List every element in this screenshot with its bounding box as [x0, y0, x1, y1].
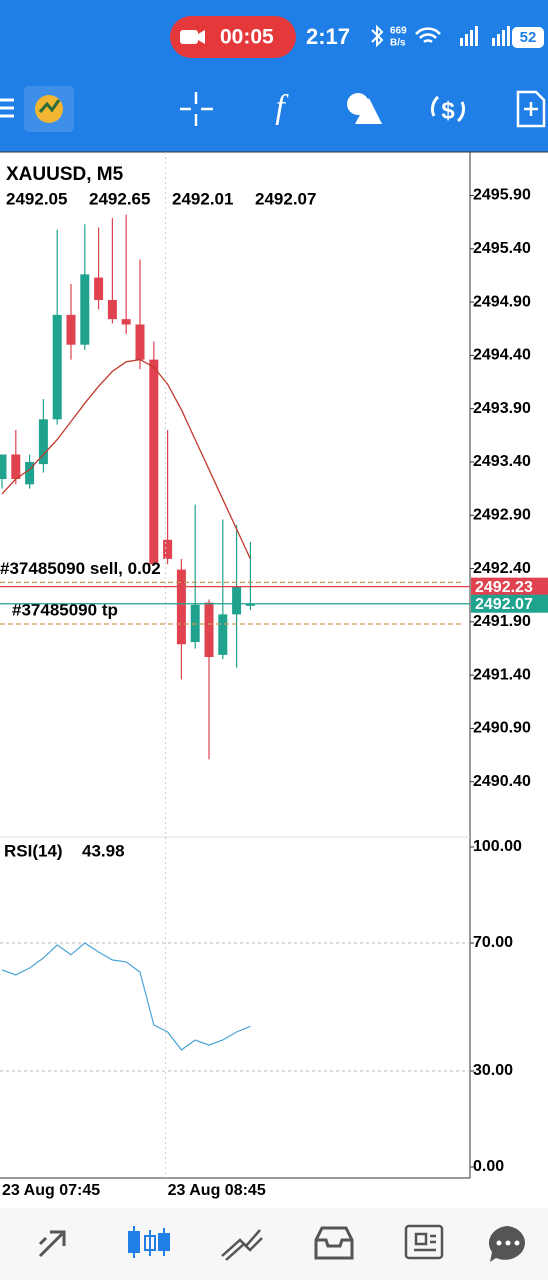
candle-body	[80, 274, 90, 345]
record-timer: 00:05	[220, 26, 274, 49]
candle-body	[218, 614, 228, 655]
wifi-icon	[415, 27, 441, 44]
y-tick-label: 2493.40	[473, 453, 531, 470]
ask-badge-label: 2492.23	[475, 579, 533, 596]
candle-body	[38, 419, 48, 465]
news-tab[interactable]	[404, 1224, 444, 1260]
menu-button[interactable]	[0, 98, 14, 118]
candle-body	[149, 359, 159, 565]
history-tab[interactable]	[314, 1226, 354, 1260]
trade-button[interactable]	[430, 95, 466, 123]
battery-icon	[512, 27, 544, 48]
net-speed-unit: B/s	[390, 38, 406, 49]
y-tick-label: 2490.40	[473, 773, 531, 790]
trade-button-sign: $	[441, 97, 455, 124]
candle-body	[94, 277, 104, 300]
y-tick-label: 2493.90	[473, 400, 531, 417]
bluetooth-icon	[371, 24, 384, 48]
candle-body	[204, 602, 214, 658]
ohlc-high: 2492.65	[89, 189, 150, 208]
candle-body	[135, 324, 145, 360]
ohlc-low: 2492.01	[172, 189, 233, 208]
candle-body	[163, 539, 173, 559]
y-tick-label: 2494.90	[473, 293, 531, 310]
x-tick-label: 23 Aug 08:45	[168, 1182, 266, 1199]
quotes-tab[interactable]	[38, 1230, 66, 1258]
candle-body	[11, 454, 21, 480]
new-order-button[interactable]	[516, 90, 546, 128]
ask-badge	[471, 577, 548, 596]
candle-body	[176, 569, 186, 645]
order-label: #37485090 tp	[12, 600, 118, 619]
camera-icon-lens	[198, 30, 205, 44]
camera-icon	[180, 30, 198, 44]
trade-tab[interactable]	[221, 1229, 263, 1261]
signal-5g	[492, 26, 510, 46]
y-tick-label: 100.00	[473, 838, 522, 855]
order-label: #37485090 sell, 0.02	[0, 559, 161, 578]
moving-average	[1, 358, 251, 560]
y-tick-label: 2492.90	[473, 506, 531, 523]
candles	[0, 214, 255, 760]
battery-level: 52	[520, 29, 537, 46]
messages-tab[interactable]	[488, 1226, 525, 1262]
bottom-nav	[0, 1208, 548, 1280]
objects-button[interactable]	[347, 93, 382, 124]
rsi-line	[1, 942, 251, 1051]
y-tick-label: 0.00	[473, 1158, 504, 1175]
bid-badge-label: 2492.07	[475, 596, 533, 613]
y-tick-label: 70.00	[473, 934, 513, 951]
bid-badge	[471, 594, 548, 613]
candle-body	[66, 314, 76, 345]
y-tick-label: 2491.40	[473, 666, 531, 683]
clock: 2:17	[306, 24, 350, 49]
chart-tab[interactable]	[128, 1226, 170, 1258]
candle-body	[25, 461, 35, 485]
app-logo-mark	[35, 95, 63, 123]
y-tick-label: 2492.40	[473, 560, 531, 577]
candle-body	[0, 454, 7, 480]
crosshair-button[interactable]	[180, 92, 213, 126]
ohlc-close: 2492.07	[255, 189, 316, 208]
chart-title: XAUUSD, M5	[6, 164, 124, 185]
rsi-title: RSI(14)	[4, 841, 63, 860]
ohlc-open: 2492.05	[6, 189, 67, 208]
net-speed-value: 669	[390, 26, 407, 37]
record-pill	[170, 16, 296, 58]
y-tick-label: 2490.90	[473, 720, 531, 737]
candle-body	[232, 586, 242, 615]
candle-body	[121, 319, 131, 325]
app-logo-line	[38, 99, 61, 113]
y-tick-label: 2495.90	[473, 187, 531, 204]
rsi-value: 43.98	[82, 841, 125, 860]
y-tick-label: 2494.40	[473, 347, 531, 364]
x-tick-label: 23 Aug 07:45	[2, 1182, 100, 1199]
signal-4g	[460, 26, 478, 46]
candle-body	[52, 314, 62, 420]
y-tick-label: 2491.90	[473, 613, 531, 630]
candle-body	[107, 299, 117, 320]
candle-body	[245, 603, 255, 606]
y-tick-label: 30.00	[473, 1062, 513, 1079]
y-tick-label: 2495.40	[473, 240, 531, 257]
